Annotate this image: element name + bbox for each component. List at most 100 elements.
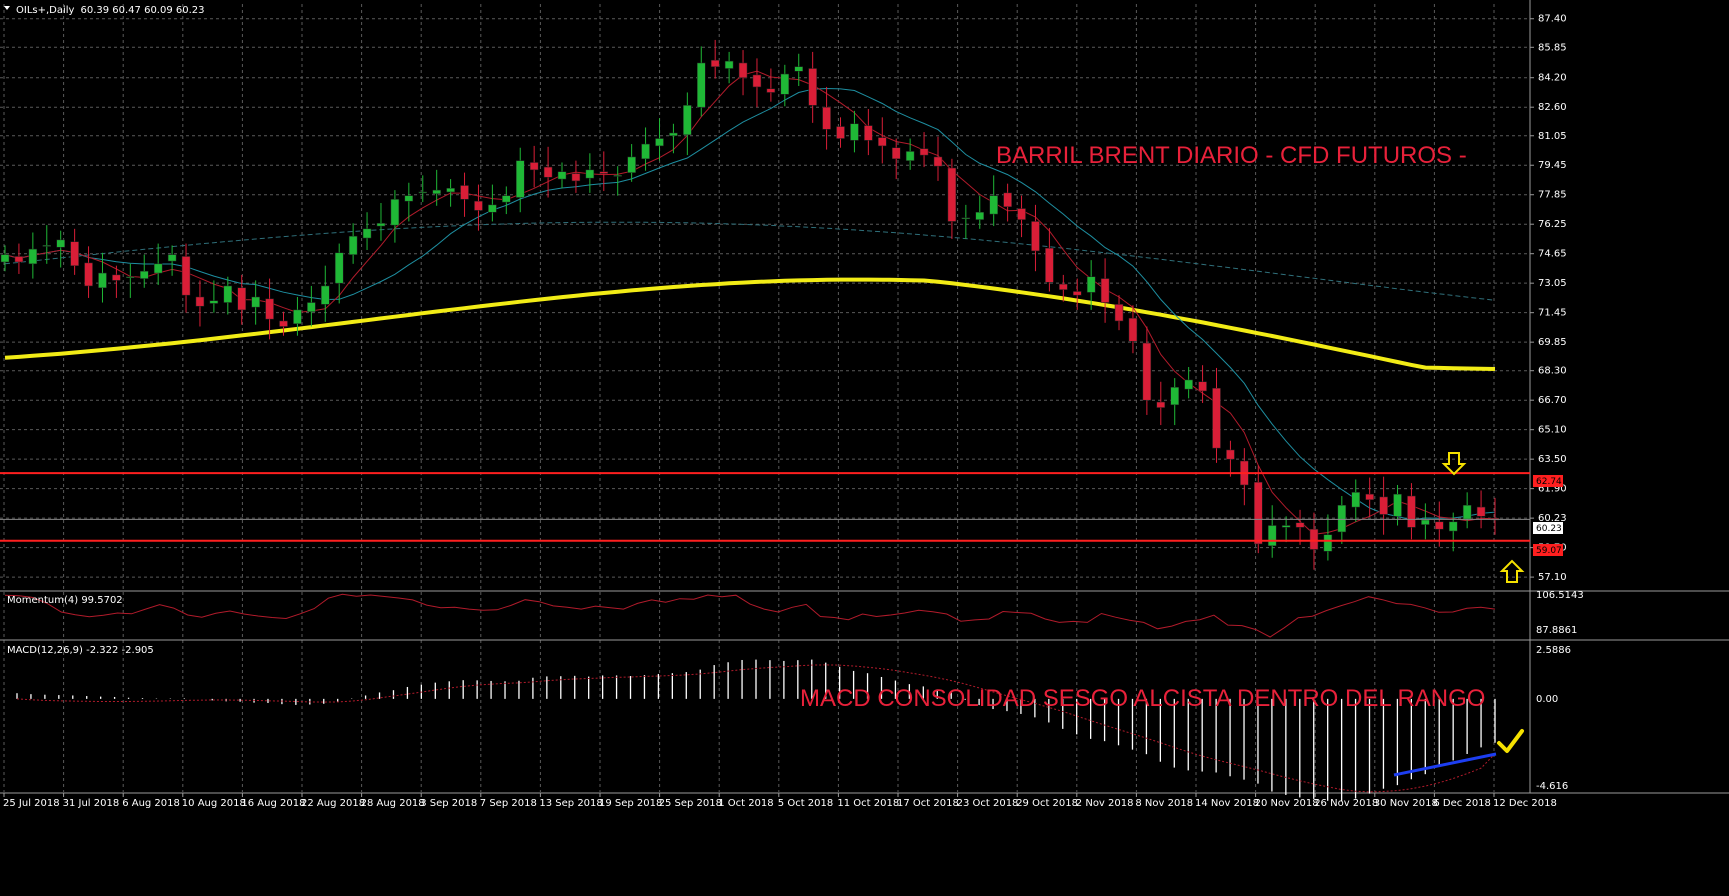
resistance-tag: 62.74 xyxy=(1533,475,1563,487)
momentum-line xyxy=(4,593,1496,638)
candle-body xyxy=(710,59,720,67)
symbol-header: OILs+,Daily 60.39 60.47 60.09 60.23 xyxy=(16,5,205,16)
candle-body xyxy=(126,276,135,278)
date-tick-label: 16 Aug 2018 xyxy=(241,798,305,809)
candle-body xyxy=(1003,192,1012,207)
resistance-arrow-icon xyxy=(1441,452,1467,476)
candle-body xyxy=(1072,291,1082,296)
price-tick-label: 63.50 xyxy=(1538,454,1567,465)
candle-body xyxy=(627,156,636,173)
price-tick-label: 76.25 xyxy=(1538,219,1567,230)
candle-body xyxy=(655,138,664,147)
candle-body xyxy=(181,256,191,296)
candle-body xyxy=(167,254,177,262)
date-tick-label: 10 Aug 2018 xyxy=(182,798,246,809)
candle-body xyxy=(724,60,734,69)
date-axis: 25 Jul 2018 31 Jul 2018 6 Aug 2018 10 Aug 2… xyxy=(3,793,1557,809)
date-tick-label: 13 Sep 2018 xyxy=(539,798,602,809)
date-tick-label: 23 Oct 2018 xyxy=(957,798,1019,809)
date-tick-label: 31 Jul 2018 xyxy=(63,798,120,809)
candle-body xyxy=(1100,278,1110,303)
candle-body xyxy=(891,147,901,160)
candle-body xyxy=(112,274,121,281)
momentum-indicator: 106.5143 87.8861 xyxy=(4,590,1584,638)
candle-body xyxy=(571,173,581,182)
candle-body xyxy=(502,195,511,203)
candle-body xyxy=(961,217,971,220)
candle-body xyxy=(14,256,24,263)
candle-body xyxy=(989,195,998,215)
macd-indicator: 2.5886 0.00 -4.616 xyxy=(16,645,1571,801)
candle-body xyxy=(488,204,497,213)
candle-body xyxy=(1254,481,1263,545)
candle-body xyxy=(836,126,845,139)
price-tick-label: 65.10 xyxy=(1538,425,1567,436)
ma-slow-path xyxy=(4,221,1496,301)
date-tick-label: 6 Aug 2018 xyxy=(122,798,180,809)
candle-body xyxy=(1281,525,1291,528)
candle-body xyxy=(70,241,79,266)
candle-body xyxy=(1393,493,1402,517)
price-tick-label: 66.70 xyxy=(1538,395,1567,406)
date-tick-label: 25 Jul 2018 xyxy=(3,798,60,809)
candle-body xyxy=(557,171,567,180)
date-tick-label: 2 Nov 2018 xyxy=(1076,798,1134,809)
candle-body xyxy=(1462,504,1472,520)
macd-signal-line xyxy=(16,664,1496,793)
candle-body xyxy=(321,285,330,305)
candle-body xyxy=(1407,495,1416,528)
header-triangle-icon[interactable] xyxy=(4,6,10,10)
candle-body xyxy=(1448,521,1458,532)
candle-body xyxy=(460,185,469,200)
candle-body xyxy=(1198,381,1207,392)
date-tick-label: 19 Sep 2018 xyxy=(599,798,662,809)
date-tick-label: 22 Aug 2018 xyxy=(301,798,365,809)
macd-tick-label: 0.00 xyxy=(1536,694,1558,705)
candle-body xyxy=(822,106,831,130)
candle-body xyxy=(599,171,609,174)
candle-body xyxy=(279,320,288,327)
candle-body xyxy=(1031,221,1040,252)
date-tick-label: 12 Dec 2018 xyxy=(1493,798,1557,809)
ma-200-path xyxy=(4,277,1496,371)
candle-body xyxy=(975,211,985,220)
price-tick-label: 69.85 xyxy=(1538,337,1567,348)
candle-body xyxy=(515,160,525,198)
resistance-tag-text: 62.74 xyxy=(1536,477,1562,487)
price-tick-label: 60.23 xyxy=(1538,513,1567,524)
candle-body xyxy=(1156,401,1166,408)
macd-tick-label: 2.5886 xyxy=(1536,645,1571,656)
candle-body xyxy=(237,287,246,311)
candle-body xyxy=(919,148,929,156)
candle-body xyxy=(1435,521,1444,530)
candle-body xyxy=(947,167,957,222)
price-tick-label: 74.65 xyxy=(1538,249,1567,260)
candle-body xyxy=(1379,496,1388,515)
candle-body xyxy=(348,235,358,255)
main-annotation: BARRIL BRENT DIARIO - CFD FUTUROS - xyxy=(996,142,1467,169)
candle-body xyxy=(1351,492,1360,508)
candle-body xyxy=(307,302,316,312)
candle-body xyxy=(56,239,65,248)
candle-body xyxy=(251,296,260,308)
candle-body xyxy=(390,199,400,226)
candle-body xyxy=(1295,522,1305,528)
candle-body xyxy=(794,66,803,72)
candle-body xyxy=(265,298,274,320)
candle-body xyxy=(933,156,943,167)
date-tick-label: 11 Oct 2018 xyxy=(837,798,899,809)
candlesticks xyxy=(0,39,1500,570)
candle-body xyxy=(432,189,441,195)
ma-mid-path xyxy=(4,87,1496,521)
current-price-tag: 60.23 xyxy=(1533,522,1563,534)
grid-lines xyxy=(0,4,1530,792)
pane-frames xyxy=(0,0,1729,794)
date-tick-label: 8 Nov 2018 xyxy=(1135,798,1193,809)
candle-body xyxy=(334,252,344,284)
candle-body xyxy=(223,285,233,303)
macd-header: MACD(12,26,9) -2.322 -2.905 xyxy=(7,645,154,656)
date-tick-label: 17 Oct 2018 xyxy=(897,798,959,809)
price-tick-label: 85.85 xyxy=(1538,42,1567,53)
